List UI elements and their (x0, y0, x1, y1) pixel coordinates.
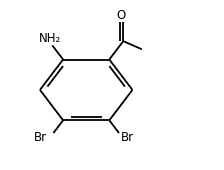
Text: NH₂: NH₂ (39, 31, 61, 45)
Text: O: O (117, 8, 126, 22)
Text: Br: Br (121, 131, 134, 144)
Text: Br: Br (34, 131, 47, 144)
